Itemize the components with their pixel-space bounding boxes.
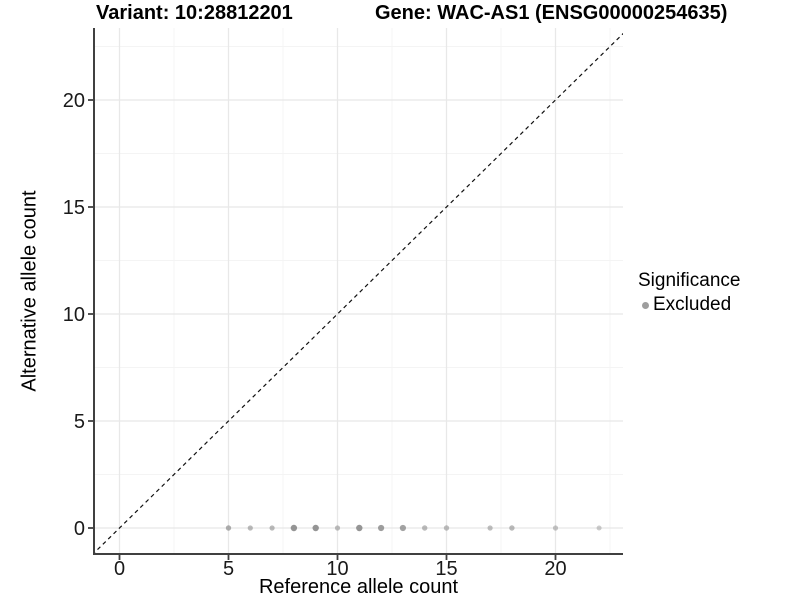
legend-title: Significance xyxy=(638,270,741,291)
x-tick-label: 20 xyxy=(544,558,566,580)
legend-dot-icon xyxy=(642,301,649,309)
x-tick-label: 5 xyxy=(223,558,234,580)
x-tick-label: 10 xyxy=(326,558,348,580)
x-tick-label: 0 xyxy=(114,558,125,580)
legend-item-excluded: Excluded xyxy=(638,294,740,316)
y-tick-label: 10 xyxy=(63,304,85,326)
legend: Significance Excluded xyxy=(638,270,740,316)
y-tick-label: 0 xyxy=(74,518,85,540)
y-tick-label: 5 xyxy=(74,411,85,433)
y-tick-label: 15 xyxy=(63,197,85,219)
y-axis-label: Alternative allele count xyxy=(18,190,41,392)
x-axis-label: Reference allele count xyxy=(258,576,458,598)
gene-title: Gene: WAC-AS1 (ENSG00000254635) xyxy=(375,2,728,24)
x-tick-label: 15 xyxy=(435,558,457,580)
variant-title: Variant: 10:28812201 xyxy=(96,2,293,24)
y-tick-label: 20 xyxy=(63,90,85,112)
legend-item-label: Excluded xyxy=(653,294,732,315)
